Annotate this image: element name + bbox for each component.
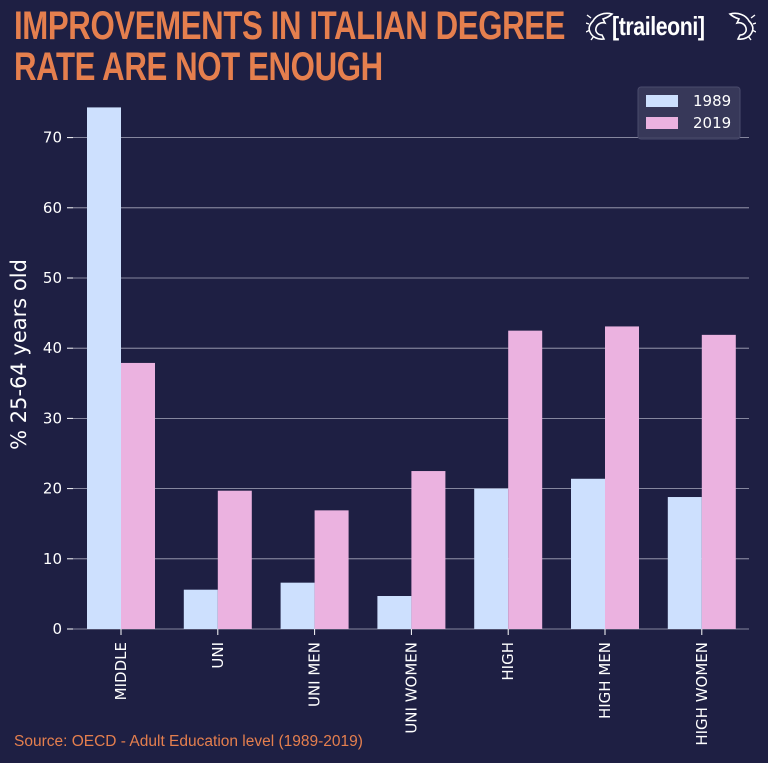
logo-text: [traileoni] — [612, 10, 705, 41]
y-tick-label: 0 — [52, 620, 62, 638]
y-tick-label: 40 — [43, 339, 62, 357]
x-tick-label: HIGH MEN — [596, 642, 614, 719]
bar-1989 — [280, 582, 315, 629]
legend-swatch-2019 — [646, 117, 678, 129]
traileoni-logo: [traileoni] — [586, 6, 756, 46]
bar-2019 — [411, 471, 446, 629]
bar-1989 — [183, 589, 218, 629]
legend-label-1989: 1989 — [693, 92, 731, 110]
title-line-2: RATE ARE NOT ENOUGH — [14, 45, 383, 89]
x-tick-label: UNI WOMEN — [402, 642, 420, 734]
x-tick-label: MIDDLE — [112, 642, 130, 700]
lion-left-icon — [586, 12, 614, 41]
bar-2019 — [605, 326, 639, 629]
chart-title: IMPROVEMENTS IN ITALIAN DEGREE RATE ARE … — [14, 6, 565, 88]
y-tick-label: 60 — [43, 199, 62, 217]
bar-1989 — [474, 488, 509, 629]
bar-2019 — [314, 510, 349, 629]
y-axis-label: % 25-64 years old — [7, 259, 31, 450]
bar-1989 — [87, 107, 121, 629]
y-tick-label: 20 — [43, 480, 62, 498]
bar-2019 — [217, 490, 252, 629]
bar-1989 — [571, 478, 605, 629]
x-tick-label: UNI MEN — [306, 642, 324, 707]
y-tick-label: 70 — [43, 129, 62, 147]
legend-label-2019: 2019 — [693, 114, 731, 132]
bar-2019 — [508, 330, 543, 629]
x-tick-label: UNI — [209, 642, 227, 669]
lion-right-icon — [728, 12, 756, 41]
y-tick-label: 50 — [43, 269, 62, 287]
legend-swatch-1989 — [646, 95, 678, 107]
x-tick-label: HIGH — [499, 642, 517, 681]
title-line-1: IMPROVEMENTS IN ITALIAN DEGREE — [14, 4, 566, 48]
bar-1989 — [667, 497, 702, 629]
bar-2019 — [701, 334, 736, 629]
source-note: Source: OECD - Adult Education level (19… — [14, 733, 363, 750]
bar-2019 — [121, 362, 155, 629]
x-tick-label: HIGH WOMEN — [693, 642, 711, 746]
bar-1989 — [377, 596, 412, 629]
y-tick-label: 30 — [43, 409, 62, 427]
y-tick-label: 10 — [43, 550, 62, 568]
